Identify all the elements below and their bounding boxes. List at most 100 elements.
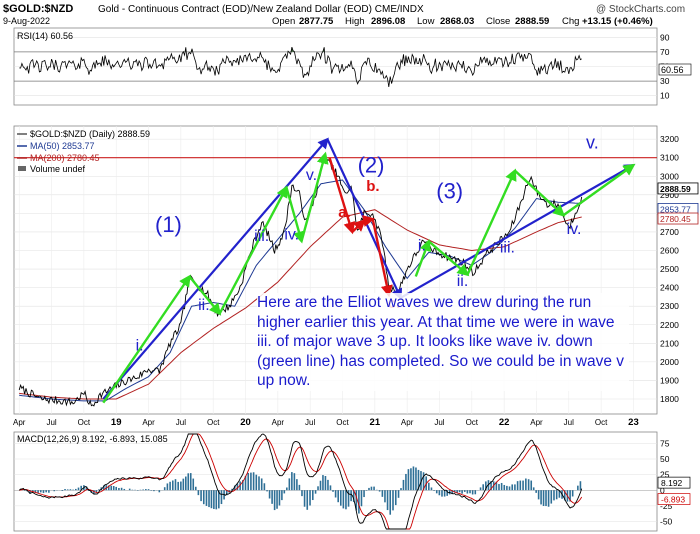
wave3-subwave-arrow xyxy=(562,163,636,217)
macd-tag-box xyxy=(657,476,691,489)
price-tag-label: 2853.77 xyxy=(660,204,691,214)
x-axis-label: 20 xyxy=(240,417,251,428)
wave3-subwave-arrow xyxy=(514,169,566,217)
macd-frame xyxy=(13,431,658,532)
x-axis-label: Oct xyxy=(207,418,220,427)
x-axis-label: 23 xyxy=(628,417,639,428)
low-value: 2868.03 xyxy=(440,16,474,27)
wave1-subwave-arrow xyxy=(300,151,329,242)
x-axis-label: Oct xyxy=(336,418,349,427)
macd-legend: MACD(12,26,9) 8.192, -6.893, 15.085 xyxy=(17,434,168,444)
major-wave-2-label: (2) xyxy=(358,153,385,178)
x-axis-label: Jul xyxy=(46,418,56,427)
price-tag-label: 2888.59 xyxy=(660,184,691,194)
ma200-legend-label: MA(200) 2780.45 xyxy=(30,153,100,163)
open-label: Open xyxy=(272,16,295,27)
wave3-subwave-arrow xyxy=(466,168,517,276)
x-axis-label: 22 xyxy=(499,417,510,428)
wave1-subwave-arrow xyxy=(218,185,288,315)
wave2-a-label: a. xyxy=(338,204,351,221)
stockcharts-watermark: @ StockCharts.com xyxy=(596,4,685,15)
macd-tick-label: 50 xyxy=(660,454,670,464)
wave1-subwave-arrow xyxy=(188,275,222,316)
macd-tag-label: 8.192 xyxy=(661,478,683,488)
chart-symbol: $GOLD:$NZD xyxy=(3,3,73,15)
wave3-subwave-arrow xyxy=(427,240,470,277)
price-tick-labels: 3200310030002900280027002600250024002300… xyxy=(660,134,679,404)
price-tick-label: 2600 xyxy=(660,246,679,256)
price-tick-label: 2200 xyxy=(660,320,679,330)
major-wave-3-label: (3) xyxy=(436,179,463,204)
macd-series-line xyxy=(18,433,583,530)
price-tick-label: 2500 xyxy=(660,264,679,274)
major-wave-1-label: (1) xyxy=(155,212,182,237)
x-axis-label: Jul xyxy=(176,418,186,427)
wave1-sub-ii-label: ii. xyxy=(198,297,210,314)
wave2-corrective-arrow xyxy=(328,157,356,235)
chg-value: +13.15 (+0.46%) xyxy=(582,16,653,27)
wave1-impulse-arrow xyxy=(102,137,329,400)
x-axis-label: Apr xyxy=(13,418,26,427)
low-label: Low xyxy=(417,16,435,27)
high-value: 2896.08 xyxy=(371,16,405,27)
x-axis-label: Oct xyxy=(466,418,479,427)
open-value: 2877.75 xyxy=(299,16,334,27)
volume-legend-label: Volume undef xyxy=(30,164,86,174)
rsi-last-tag: 60.56 xyxy=(658,63,692,76)
wave3-sub-i-label: i. xyxy=(418,238,426,255)
ma50-legend-label: MA(50) 2853.77 xyxy=(30,141,95,151)
x-axis-label: Oct xyxy=(595,418,608,427)
price-tag-box xyxy=(657,212,699,225)
wave1-sub-i-label: i. xyxy=(136,338,144,355)
macd-value-tags: 8.192 -6.893 xyxy=(657,476,691,505)
x-axis-label: Apr xyxy=(530,418,543,427)
x-axis-label: Jul xyxy=(434,418,444,427)
rsi-last-tag-box xyxy=(658,63,692,76)
macd-tick-label: 0 xyxy=(660,485,665,495)
x-axis-label: 21 xyxy=(370,417,381,428)
price-tag-box xyxy=(657,182,699,195)
chg-label: Chg xyxy=(562,16,579,27)
x-axis-label: Apr xyxy=(401,418,414,427)
wave1-sub-iii-label: iii. xyxy=(254,228,269,245)
price-tick-label: 2700 xyxy=(660,227,679,237)
volume-legend-swatch xyxy=(18,166,26,171)
wave2-corrective-arrow xyxy=(362,215,376,227)
price-legend: $GOLD:$NZD (Daily) 2888.59 MA(50) 2853.7… xyxy=(17,129,150,174)
close-value: 2888.59 xyxy=(515,16,549,27)
price-tick-label: 1800 xyxy=(660,394,679,404)
price-tag-label: 2780.45 xyxy=(660,214,691,224)
macd-tag-label: -6.893 xyxy=(661,495,685,505)
high-label: High xyxy=(345,16,365,27)
x-axis-label: 19 xyxy=(111,417,122,428)
rsi-legend: RSI(14) 60.56 xyxy=(17,31,73,41)
wave3-sub-v-label: v. xyxy=(586,132,599,152)
price-tick-label: 2000 xyxy=(660,357,679,367)
macd-tick-label: 25 xyxy=(660,470,670,480)
price-tick-label: 1900 xyxy=(660,375,679,385)
wave3-sub-ii-label: ii. xyxy=(457,273,469,290)
macd-panel: 75 50 25 0 -25 -50 MACD(12,26,9) 8.192, -6.89… xyxy=(13,431,691,532)
rsi-gridlines xyxy=(14,36,657,96)
ohlc-readout: Open 2877.75 High 2896.08 Low 2868.03 Cl… xyxy=(272,16,653,27)
wave3-sub-iv-label: iv. xyxy=(567,221,582,238)
macd-tick-label: -50 xyxy=(660,517,673,527)
wave1-subwave-arrow xyxy=(285,187,305,244)
price-tick-label: 3000 xyxy=(660,171,679,181)
price-tick-label: 2400 xyxy=(660,283,679,293)
wave2-b-label: b. xyxy=(366,178,379,195)
price-tick-label: 2300 xyxy=(660,301,679,311)
rsi-panel: 9070503010 RSI(14) 60.56 60.56 xyxy=(13,27,692,106)
rsi-tick-label: 10 xyxy=(660,91,670,101)
price-legend-label: $GOLD:$NZD (Daily) 2888.59 xyxy=(30,129,150,139)
wave1-sub-iv-label: iv. xyxy=(284,226,299,243)
price-tick-label: 2900 xyxy=(660,190,679,200)
chart-date: 9-Aug-2022 xyxy=(3,16,50,26)
x-axis-label: Apr xyxy=(142,418,155,427)
wave3-impulse-arrow xyxy=(400,164,636,299)
rsi-tick-label: 90 xyxy=(660,32,670,42)
x-axis-label: Oct xyxy=(78,418,91,427)
x-axis-label: Apr xyxy=(272,418,285,427)
